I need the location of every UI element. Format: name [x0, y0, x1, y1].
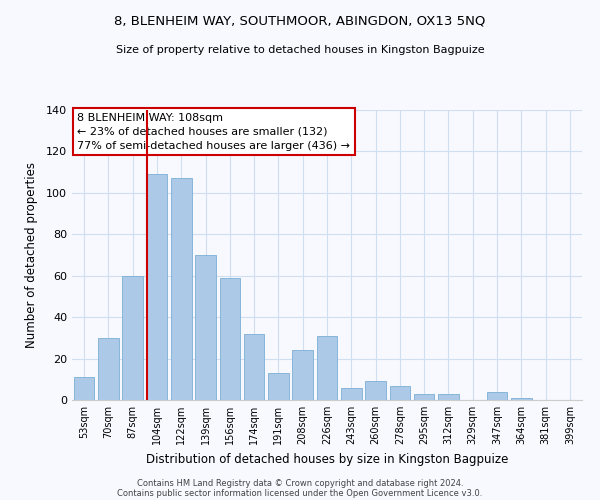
Bar [487, 392, 508, 400]
Bar [365, 382, 386, 400]
Bar [146, 174, 167, 400]
Bar [341, 388, 362, 400]
Bar [292, 350, 313, 400]
Text: 8 BLENHEIM WAY: 108sqm
← 23% of detached houses are smaller (132)
77% of semi-de: 8 BLENHEIM WAY: 108sqm ← 23% of detached… [77, 113, 350, 151]
Bar [195, 255, 216, 400]
X-axis label: Distribution of detached houses by size in Kingston Bagpuize: Distribution of detached houses by size … [146, 452, 508, 466]
Text: Contains public sector information licensed under the Open Government Licence v3: Contains public sector information licen… [118, 488, 482, 498]
Bar [171, 178, 191, 400]
Text: Contains HM Land Registry data © Crown copyright and database right 2024.: Contains HM Land Registry data © Crown c… [137, 478, 463, 488]
Bar [268, 373, 289, 400]
Bar [220, 278, 240, 400]
Bar [511, 398, 532, 400]
Text: 8, BLENHEIM WAY, SOUTHMOOR, ABINGDON, OX13 5NQ: 8, BLENHEIM WAY, SOUTHMOOR, ABINGDON, OX… [115, 15, 485, 28]
Bar [389, 386, 410, 400]
Text: Size of property relative to detached houses in Kingston Bagpuize: Size of property relative to detached ho… [116, 45, 484, 55]
Y-axis label: Number of detached properties: Number of detached properties [25, 162, 38, 348]
Bar [317, 336, 337, 400]
Bar [438, 394, 459, 400]
Bar [74, 377, 94, 400]
Bar [98, 338, 119, 400]
Bar [414, 394, 434, 400]
Bar [122, 276, 143, 400]
Bar [244, 334, 265, 400]
